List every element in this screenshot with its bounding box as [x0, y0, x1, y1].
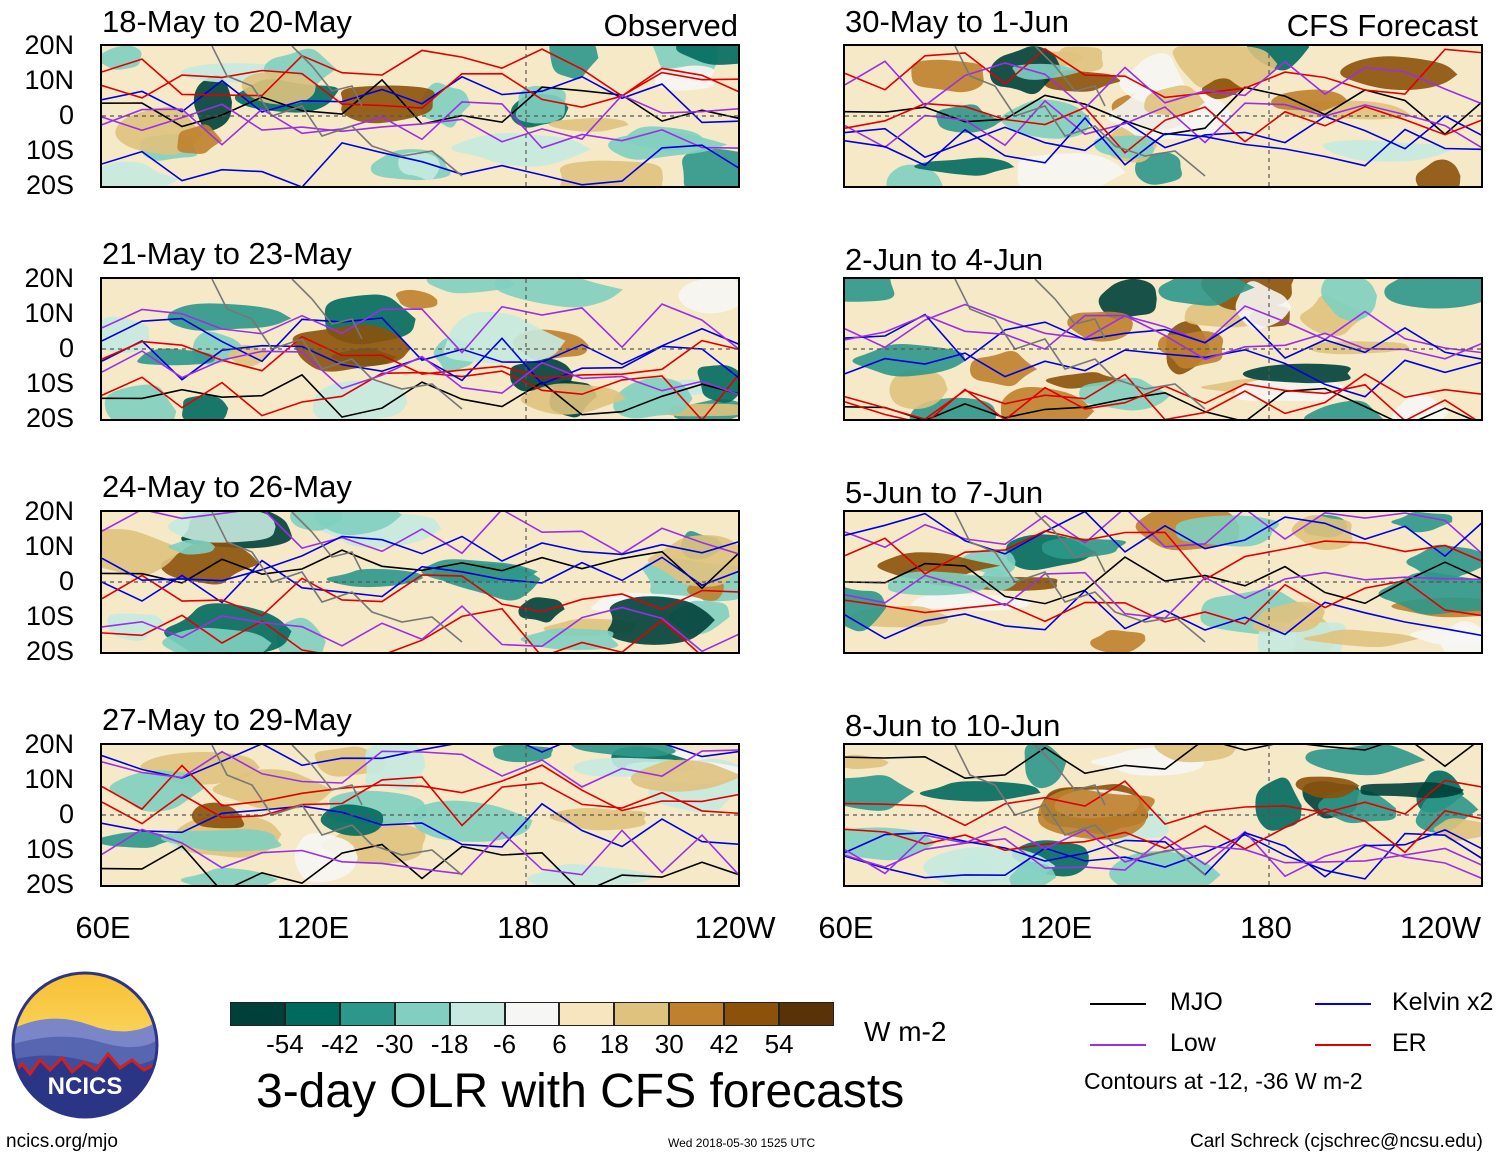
lat-label: 20N — [24, 30, 74, 60]
lon-label-120w-right: 120W — [1400, 910, 1481, 945]
colorbar-tick: 42 — [709, 1029, 739, 1059]
colorbar-swatch — [669, 1002, 725, 1026]
lat-label: 10N — [24, 764, 74, 794]
map-panel-forecast-4 — [843, 743, 1483, 887]
panel-title-obs-3: 24-May to 26-May — [102, 469, 352, 504]
map-panel-forecast-3 — [843, 510, 1483, 654]
legend-er-line — [1315, 1044, 1371, 1046]
colorbar-tick: -30 — [375, 1029, 414, 1059]
legend-low-line — [1090, 1044, 1146, 1046]
map-panel-observed-1 — [100, 44, 740, 188]
lon-label-180-right: 180 — [1240, 910, 1292, 945]
colorbar-swatch — [394, 1002, 450, 1026]
lat-label: 20N — [24, 263, 74, 293]
colorbar-swatch — [559, 1002, 615, 1026]
panel-title-obs-1: 18-May to 20-May — [102, 4, 352, 39]
lon-label-60e-right: 60E — [818, 910, 874, 945]
colorbar-swatch — [614, 1002, 670, 1026]
panel-title-fc-3: 5-Jun to 7-Jun — [845, 475, 1044, 510]
lat-label: 0 — [58, 566, 74, 596]
lat-label: 20N — [24, 729, 74, 759]
colorbar — [230, 1002, 834, 1026]
lon-label-120w-left: 120W — [694, 910, 776, 945]
lat-label: 20S — [25, 869, 74, 899]
observed-label: Observed — [603, 8, 738, 43]
forecast-label: CFS Forecast — [1286, 8, 1478, 43]
contours-note: Contours at -12, -36 W m-2 — [1084, 1068, 1363, 1094]
legend-low-label: Low — [1170, 1029, 1216, 1057]
timestamp: Wed 2018-05-30 1525 UTC — [668, 1136, 816, 1150]
lat-label: 10N — [24, 531, 74, 561]
lat-label: 20S — [25, 403, 74, 433]
map-panel-observed-3 — [100, 510, 740, 654]
colorbar-units: W m-2 — [864, 1016, 947, 1047]
lat-label: 10S — [25, 601, 74, 631]
legend-mjo-line — [1090, 1003, 1146, 1005]
lon-label-60e-left: 60E — [75, 910, 131, 945]
map-panel-observed-2 — [100, 277, 740, 421]
legend-kelvin-line — [1315, 1003, 1371, 1005]
lat-label: 10N — [24, 298, 74, 328]
colorbar-tick: 54 — [764, 1029, 794, 1059]
panel-title-obs-2: 21-May to 23-May — [102, 236, 352, 271]
colorbar-swatch — [284, 1002, 340, 1026]
colorbar-swatch — [449, 1002, 505, 1026]
lat-label: 10N — [24, 65, 74, 95]
colorbar-tick: -6 — [492, 1029, 517, 1059]
main-title: 3-day OLR with CFS forecasts — [256, 1065, 905, 1118]
lon-label-120e-left: 120E — [276, 910, 350, 945]
panel-title-obs-4: 27-May to 29-May — [102, 702, 352, 737]
lat-label: 0 — [58, 333, 74, 363]
panel-title-fc-2: 2-Jun to 4-Jun — [845, 242, 1044, 277]
lon-label-180-left: 180 — [497, 910, 549, 945]
colorbar-swatch — [504, 1002, 560, 1026]
panel-title-fc-1: 30-May to 1-Jun — [845, 4, 1069, 39]
lat-label: 10S — [25, 135, 74, 165]
lat-label: 10S — [25, 834, 74, 864]
legend-er-label: ER — [1392, 1029, 1427, 1057]
lat-label: 0 — [58, 100, 74, 130]
map-panel-forecast-2 — [843, 277, 1483, 421]
lat-label: 20S — [25, 636, 74, 666]
lat-label: 20S — [25, 170, 74, 200]
lat-label: 20N — [24, 496, 74, 526]
legend-mjo-label: MJO — [1170, 988, 1223, 1016]
lat-label: 0 — [58, 799, 74, 829]
website-link[interactable]: ncics.org/mjo — [6, 1131, 118, 1152]
lon-label-120e-right: 120E — [1019, 910, 1093, 945]
legend-kelvin-label: Kelvin x2 — [1392, 988, 1494, 1016]
colorbar-tick: 18 — [599, 1029, 629, 1059]
colorbar-tick: 30 — [654, 1029, 684, 1059]
map-panel-observed-4 — [100, 743, 740, 887]
colorbar-tick: -54 — [266, 1029, 304, 1059]
ncics-logo: NCICS — [10, 970, 160, 1120]
colorbar-swatch — [230, 1002, 285, 1026]
lat-label: 10S — [25, 368, 74, 398]
credit: Carl Schreck (cjschrec@ncsu.edu) — [1190, 1131, 1483, 1152]
panel-title-fc-4: 8-Jun to 10-Jun — [845, 708, 1061, 743]
colorbar-swatch — [339, 1002, 395, 1026]
colorbar-swatch — [724, 1002, 780, 1026]
colorbar-tick: 6 — [552, 1029, 567, 1059]
logo-text: NCICS — [48, 1073, 123, 1100]
colorbar-tick: -42 — [321, 1029, 359, 1059]
colorbar-swatch — [779, 1002, 834, 1026]
map-panel-forecast-1 — [843, 44, 1483, 188]
colorbar-tick: -18 — [430, 1029, 469, 1059]
